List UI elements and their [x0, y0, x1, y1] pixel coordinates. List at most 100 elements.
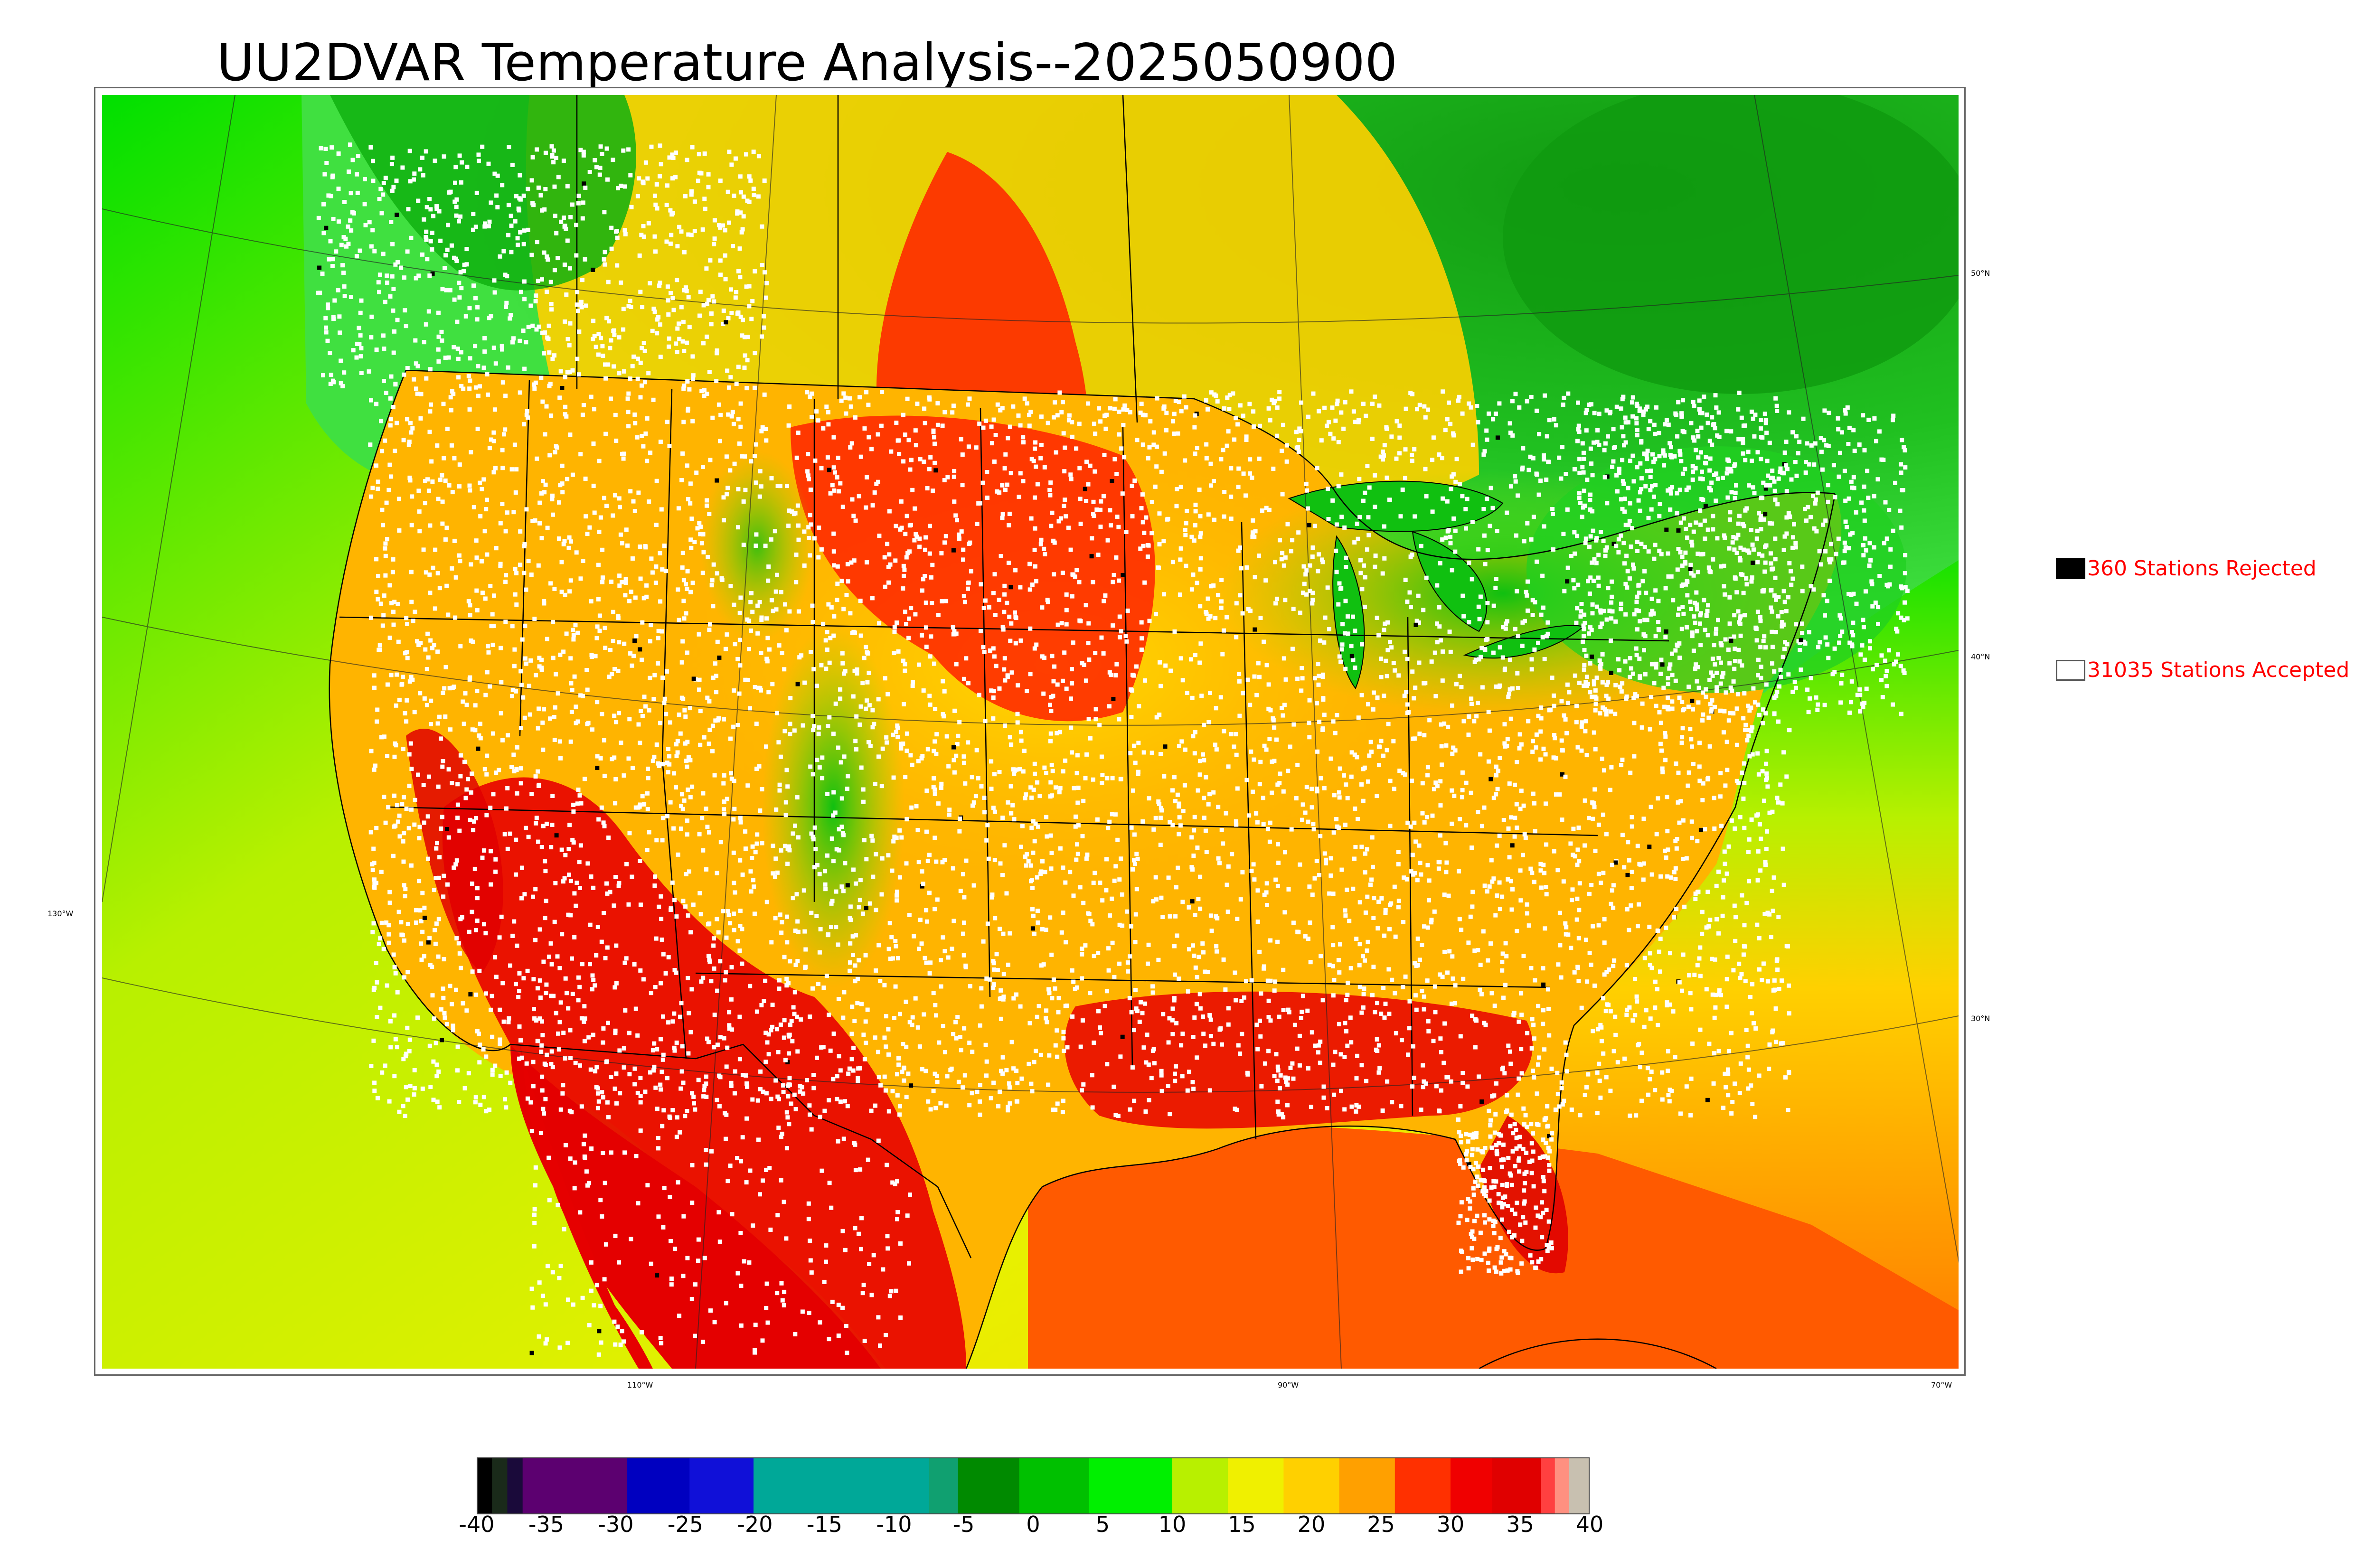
- station-accepted: [503, 529, 508, 534]
- station-accepted: [892, 651, 896, 656]
- station-accepted: [943, 534, 948, 539]
- station-accepted: [531, 1084, 536, 1089]
- station-accepted: [1090, 1073, 1094, 1078]
- station-accepted: [1723, 592, 1727, 597]
- station-accepted: [1630, 1018, 1635, 1023]
- station-accepted: [896, 438, 901, 443]
- station-accepted: [570, 472, 575, 477]
- station-accepted: [1458, 817, 1462, 822]
- station-accepted: [755, 1098, 760, 1103]
- station-accepted: [1045, 1020, 1049, 1024]
- station-accepted: [1238, 593, 1243, 598]
- station-accepted: [417, 879, 422, 883]
- station-accepted: [743, 829, 748, 834]
- station-accepted: [1575, 847, 1580, 852]
- station-accepted: [1588, 492, 1592, 497]
- station-accepted: [766, 1052, 771, 1057]
- station-accepted: [1322, 713, 1327, 717]
- station-accepted: [1751, 485, 1755, 490]
- station-accepted: [577, 985, 582, 989]
- station-accepted: [510, 933, 515, 938]
- station-accepted: [1004, 1068, 1009, 1072]
- station-accepted: [1303, 572, 1308, 577]
- station-accepted: [677, 712, 681, 717]
- station-accepted: [891, 956, 895, 961]
- station-accepted: [1177, 804, 1181, 809]
- station-accepted: [1283, 850, 1287, 854]
- station-accepted: [894, 944, 898, 948]
- station-accepted: [1439, 1088, 1443, 1093]
- station-accepted: [1244, 565, 1249, 570]
- station-accepted: [897, 451, 902, 456]
- station-accepted: [853, 518, 858, 523]
- station-accepted: [651, 697, 656, 701]
- station-accepted: [1031, 459, 1036, 463]
- station-accepted: [560, 1091, 565, 1096]
- station-accepted: [979, 582, 983, 587]
- station-accepted: [1580, 465, 1585, 469]
- station-accepted: [1579, 724, 1584, 729]
- station-accepted: [777, 782, 782, 787]
- station-accepted: [510, 688, 515, 693]
- station-accepted: [1238, 545, 1242, 550]
- station-accepted: [792, 990, 797, 995]
- station-accepted: [538, 995, 543, 1000]
- station-accepted: [879, 423, 884, 428]
- station-accepted: [1706, 924, 1711, 929]
- station-rejected: [1647, 845, 1652, 849]
- station-accepted: [1159, 806, 1163, 810]
- state-line-10: [695, 972, 1551, 988]
- station-accepted: [583, 1016, 587, 1021]
- station-accepted: [1282, 703, 1287, 707]
- station-accepted: [952, 629, 957, 634]
- station-accepted: [1453, 528, 1458, 533]
- station-accepted: [1469, 790, 1473, 795]
- station-accepted: [557, 1020, 562, 1024]
- station-accepted: [1080, 976, 1084, 981]
- station-accepted: [1465, 497, 1470, 501]
- station-accepted: [610, 672, 614, 676]
- station-accepted: [1724, 1085, 1728, 1089]
- station-accepted: [1577, 859, 1582, 864]
- station-accepted: [453, 862, 458, 867]
- rockies-green: [330, 95, 636, 291]
- station-accepted: [856, 1076, 860, 1080]
- station-accepted: [1411, 1044, 1415, 1049]
- station-accepted: [1074, 568, 1079, 573]
- station-accepted: [1677, 980, 1682, 985]
- station-accepted: [1570, 887, 1575, 892]
- station-accepted: [1724, 977, 1729, 982]
- station-accepted: [514, 872, 518, 877]
- station-accepted: [1382, 524, 1386, 529]
- station-accepted: [1445, 417, 1450, 422]
- station-accepted: [1657, 949, 1661, 954]
- station-accepted: [590, 987, 594, 992]
- station-accepted: [1363, 910, 1368, 915]
- station-accepted: [1219, 605, 1224, 610]
- station-accepted: [372, 673, 377, 678]
- station-accepted: [1545, 620, 1550, 625]
- station-accepted: [1342, 773, 1346, 778]
- station-accepted: [1473, 1045, 1478, 1050]
- station-accepted: [803, 965, 808, 969]
- station-accepted: [897, 1112, 902, 1117]
- station-accepted: [592, 510, 597, 515]
- station-accepted: [1050, 654, 1055, 658]
- station-accepted: [769, 940, 774, 945]
- station-accepted: [371, 987, 376, 992]
- station-accepted: [374, 826, 379, 830]
- station-accepted: [1421, 1063, 1425, 1068]
- station-accepted: [1144, 1060, 1149, 1065]
- station-accepted: [724, 970, 728, 975]
- station-accepted: [1657, 548, 1662, 553]
- station-accepted: [374, 961, 378, 966]
- station-accepted: [393, 971, 398, 976]
- station-accepted: [1337, 790, 1341, 795]
- station-accepted: [1291, 607, 1296, 611]
- station-accepted: [677, 618, 681, 622]
- station-accepted: [1320, 998, 1325, 1003]
- station-accepted: [1485, 889, 1489, 894]
- station-accepted: [369, 398, 373, 403]
- station-accepted: [1561, 879, 1566, 884]
- station-accepted: [1608, 788, 1612, 792]
